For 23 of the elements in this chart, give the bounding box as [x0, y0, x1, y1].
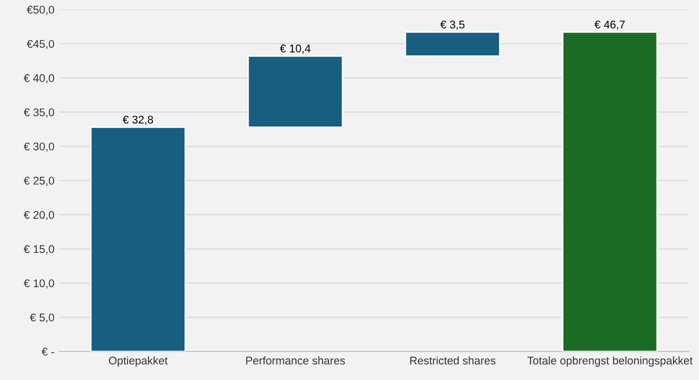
- x-tick-label: Performance shares: [246, 356, 345, 365]
- y-tick-label: € 40,0: [24, 74, 54, 84]
- bar: [562, 31, 658, 352]
- x-tick-label: Optiepakket: [108, 356, 168, 367]
- x-tick-label: Totale opbrengst beloningspakket: [527, 356, 693, 367]
- x-tick-label: Restricted shares: [410, 356, 496, 365]
- data-label: € 32,8: [122, 116, 154, 125]
- y-tick-label: € 20,0: [24, 210, 54, 220]
- bar: [90, 126, 186, 352]
- y-tick-label: € 35,0: [24, 108, 54, 118]
- bar: [247, 55, 344, 128]
- y-tick-label: € -: [42, 348, 54, 356]
- data-label: € 46,7: [594, 20, 625, 30]
- bar: [404, 31, 500, 57]
- data-label: € 10,4: [280, 44, 310, 54]
- y-tick-label: €45,0: [26, 40, 54, 50]
- y-tick-label: €50,0: [26, 6, 54, 15]
- y-tick-label: € 30,0: [24, 142, 54, 152]
- y-tick-label: € 15,0: [24, 245, 54, 254]
- y-tick-label: € 10,0: [24, 279, 54, 289]
- y-tick-label: € 5,0: [30, 314, 54, 323]
- data-label: € 3,5: [440, 20, 464, 30]
- y-tick-label: € 25,0: [24, 176, 54, 186]
